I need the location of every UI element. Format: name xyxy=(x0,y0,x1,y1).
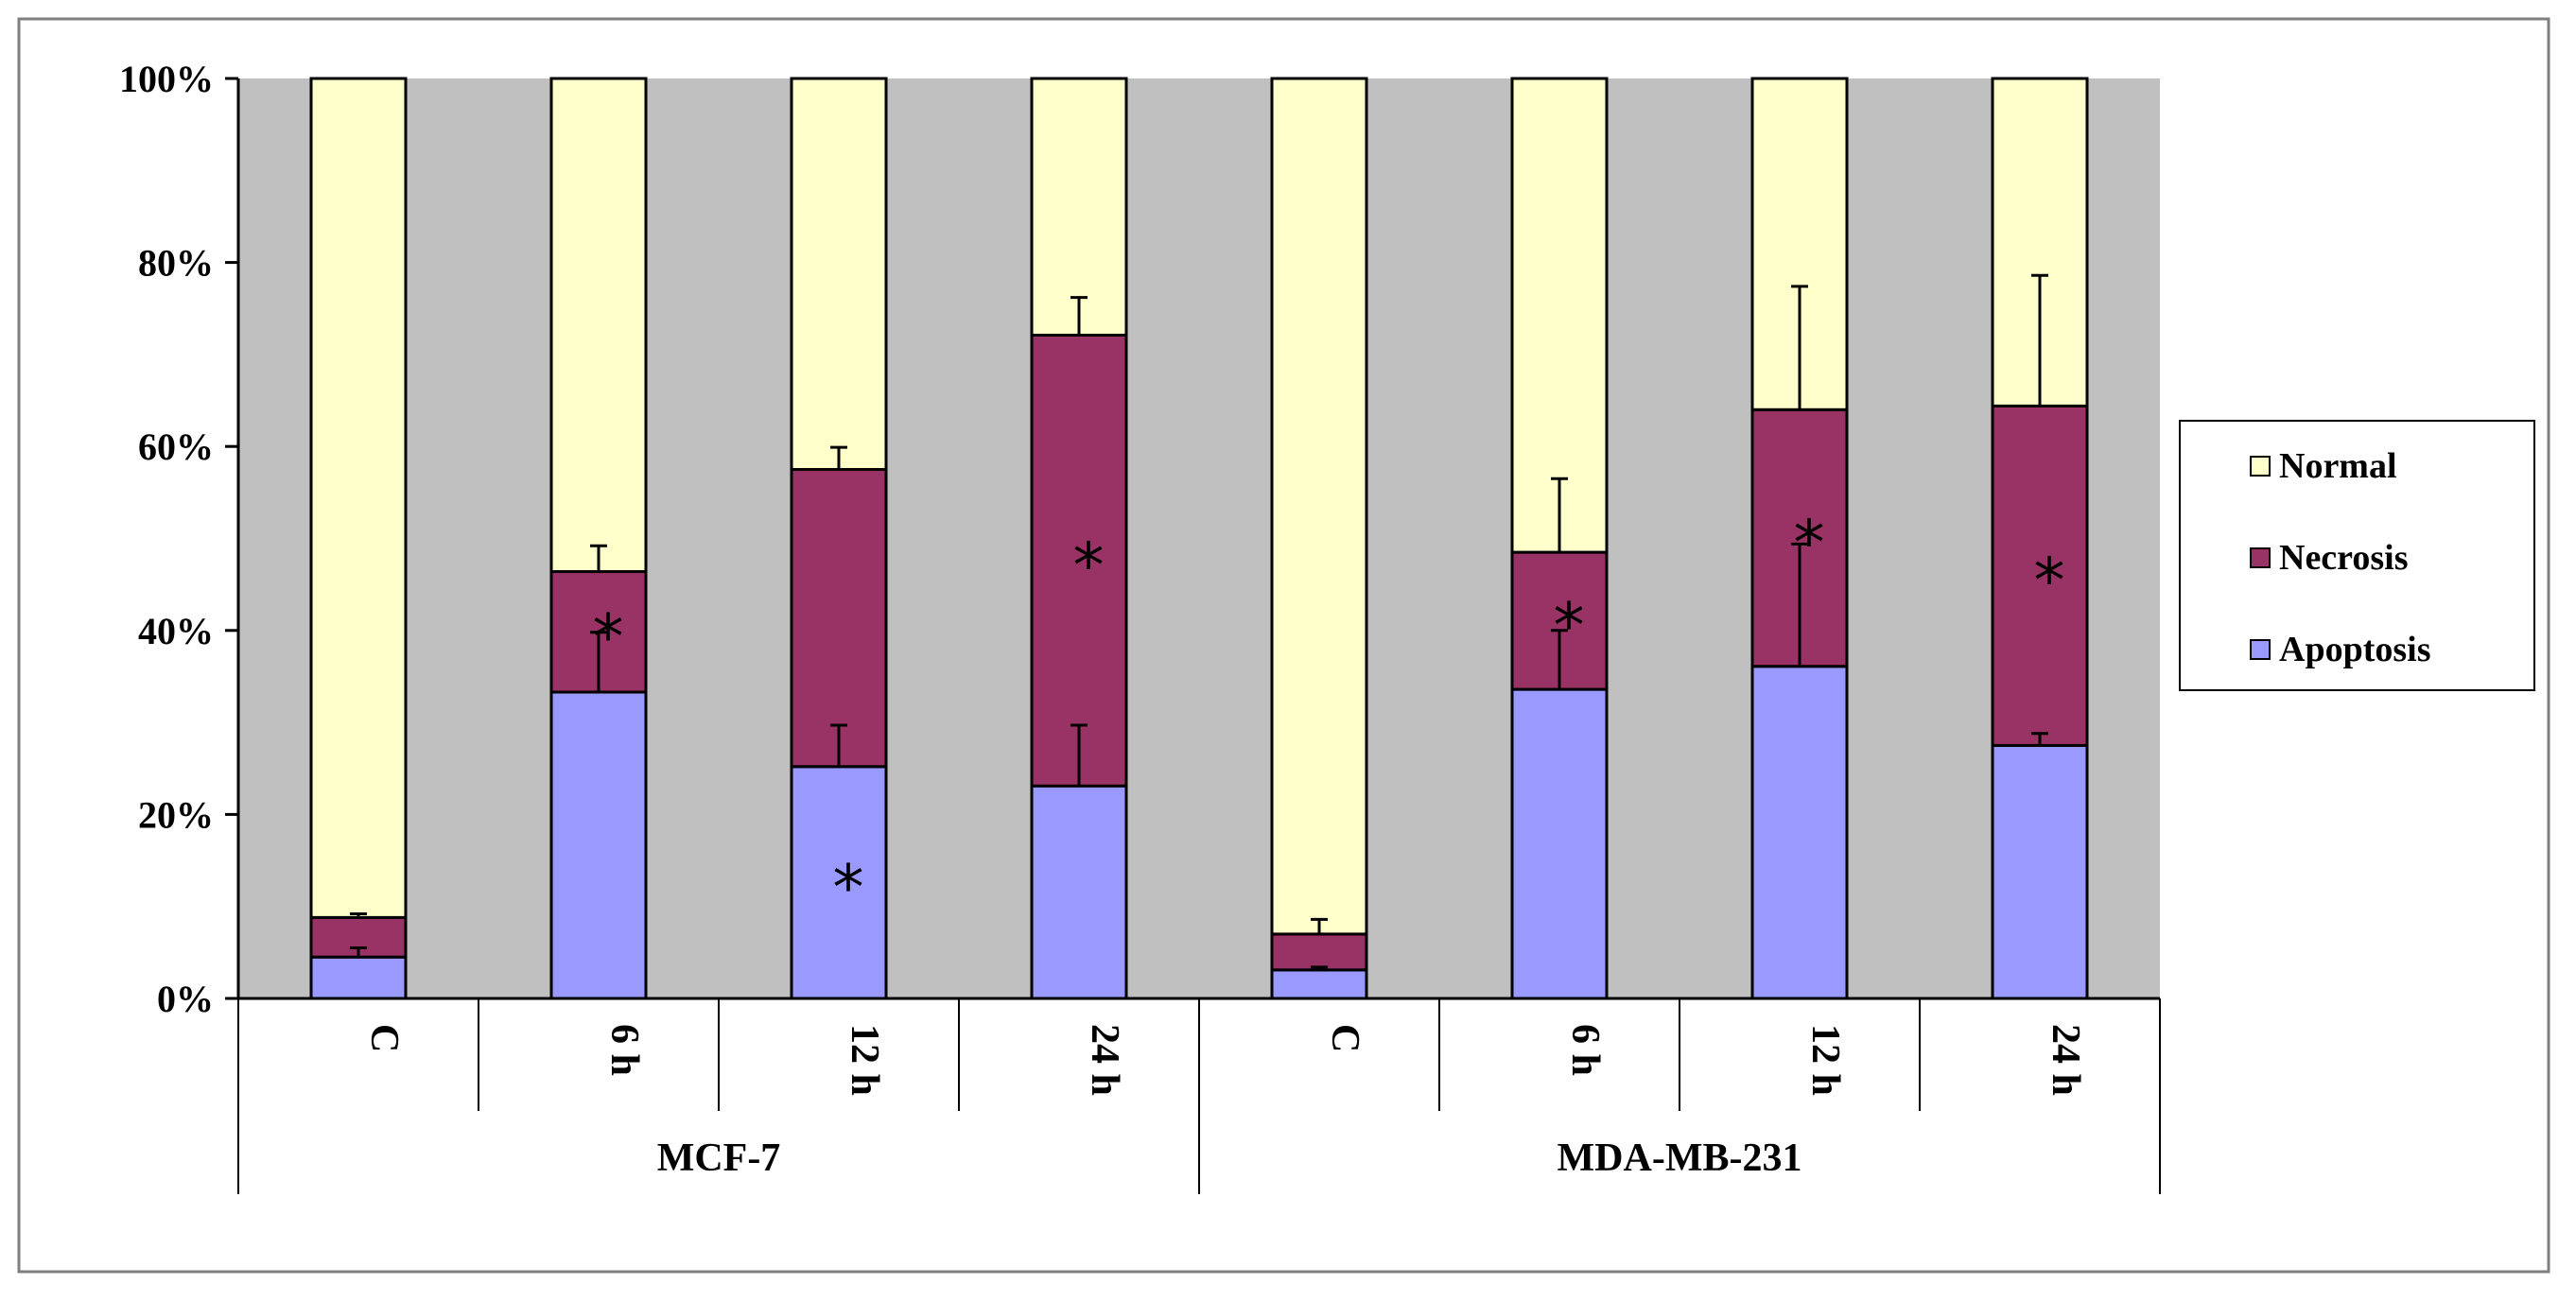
x-group-label: MDA-MB-231 xyxy=(1558,1136,1802,1180)
y-tick-label: 20% xyxy=(138,793,214,836)
x-category-label: 6 h xyxy=(602,1024,646,1076)
bar-apoptosis xyxy=(549,690,648,1000)
x-category-label: 12 h xyxy=(1803,1024,1847,1096)
bar-normal xyxy=(1030,77,1128,337)
bar-normal xyxy=(790,77,888,472)
bar-apoptosis xyxy=(1510,687,1609,1000)
significance-mark: * xyxy=(2034,545,2065,617)
significance-mark: * xyxy=(1073,529,1105,602)
significance-mark: * xyxy=(1554,590,1585,663)
x-category-label: C xyxy=(362,1024,406,1052)
bar-apoptosis xyxy=(1030,784,1128,1000)
legend-label-normal: Normal xyxy=(2279,446,2397,486)
bar-necrosis xyxy=(1030,333,1128,788)
bar-necrosis xyxy=(1270,932,1368,972)
x-category-label: 24 h xyxy=(1083,1024,1126,1096)
x-category-label: 24 h xyxy=(2044,1024,2087,1096)
significance-mark: * xyxy=(593,600,624,673)
bar-necrosis xyxy=(790,468,888,769)
x-category-label: C xyxy=(1323,1024,1366,1052)
bar-apoptosis xyxy=(309,955,408,1000)
bar-apoptosis xyxy=(790,765,888,1000)
legend-box xyxy=(2179,420,2535,691)
legend-label-apoptosis: Apoptosis xyxy=(2279,630,2431,669)
significance-mark: * xyxy=(1794,507,1825,580)
y-tick-label: 0% xyxy=(157,978,214,1020)
bar-apoptosis xyxy=(1991,743,2089,1000)
y-tick-label: 40% xyxy=(138,610,214,652)
y-tick-label: 100% xyxy=(119,58,214,100)
significance-mark: * xyxy=(833,851,864,924)
x-category-label: 6 h xyxy=(1563,1024,1607,1076)
legend-swatch-apoptosis xyxy=(2250,639,2271,660)
y-tick-label: 60% xyxy=(138,425,214,468)
bar-apoptosis xyxy=(1750,665,1849,1000)
bar-apoptosis xyxy=(1270,968,1368,1000)
legend-swatch-necrosis xyxy=(2250,547,2271,568)
y-tick-label: 80% xyxy=(138,242,214,285)
legend-swatch-normal xyxy=(2250,456,2271,477)
legend-label-necrosis: Necrosis xyxy=(2279,538,2409,578)
x-category-label: 12 h xyxy=(843,1024,886,1096)
bar-normal xyxy=(549,77,648,574)
marks-layer: * * * * * * xyxy=(350,273,2065,970)
legend: Normal Necrosis Apoptosis xyxy=(2179,420,2535,691)
bar-normal xyxy=(1270,77,1368,936)
bar-normal xyxy=(309,77,408,919)
x-group-label: MCF-7 xyxy=(657,1136,781,1180)
plot-area xyxy=(238,78,2160,998)
